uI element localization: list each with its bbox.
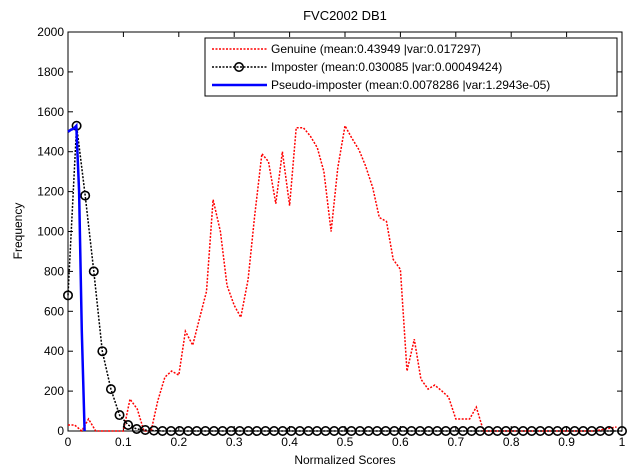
x-axis-label: Normalized Scores <box>294 453 395 467</box>
y-tick-label: 2000 <box>37 25 64 39</box>
legend-label: Genuine (mean:0.43949 |var:0.017297) <box>271 42 481 56</box>
x-tick-label: 0.7 <box>447 435 464 449</box>
chart-title: FVC2002 DB1 <box>303 8 387 23</box>
x-tick-label: 0.1 <box>115 435 132 449</box>
x-tick-label: 0.9 <box>558 435 575 449</box>
data-point-imposter <box>105 384 116 395</box>
legend-marker <box>234 61 245 72</box>
series-line-genuine <box>68 123 617 433</box>
series-line-imposter <box>67 125 622 432</box>
y-tick-label: 1600 <box>37 105 64 119</box>
data-point-imposter <box>603 425 614 436</box>
legend-label: Imposter (mean:0.030085 |var:0.00049424) <box>271 60 502 74</box>
y-tick-label: 1200 <box>37 185 64 199</box>
plot-area <box>67 31 623 432</box>
series-line-pseudo-imposter <box>67 122 86 432</box>
data-point-imposter <box>80 190 91 201</box>
data-point-imposter <box>123 420 134 431</box>
y-tick-label: 400 <box>44 344 64 358</box>
x-tick-label: 0 <box>65 435 72 449</box>
legend-label: Pseudo-imposter (mean:0.0078286 |var:1.2… <box>271 78 550 92</box>
data-point-imposter <box>114 410 125 421</box>
x-tick-label: 0.2 <box>170 435 187 449</box>
y-axis-label: Frequency <box>11 203 25 260</box>
y-tick-label: 1000 <box>37 225 64 239</box>
data-point-imposter <box>62 290 73 301</box>
x-tick-label: 0.3 <box>226 435 243 449</box>
y-tick-label: 0 <box>57 424 64 438</box>
x-tick-label: 0.4 <box>281 435 298 449</box>
x-tick-label: 0.6 <box>392 435 409 449</box>
y-tick-label: 800 <box>44 264 64 278</box>
y-tick-label: 200 <box>44 384 64 398</box>
data-point-imposter <box>88 266 99 277</box>
axis-ticks: 0 0.1 0.2 0.3 0.4 0.5 0.6 0.7 0.8 0.9 1 0 200 400 600 8… <box>37 25 625 449</box>
plot-series <box>62 120 627 436</box>
legend: Genuine (mean:0.43949 |var:0.017297) Impo… <box>204 37 618 97</box>
data-point-imposter <box>97 346 108 357</box>
x-tick-label: 1 <box>619 435 626 449</box>
x-tick-label: 0.8 <box>503 435 520 449</box>
y-tick-label: 600 <box>44 304 64 318</box>
x-tick-label: 0.5 <box>337 435 354 449</box>
y-tick-label: 1800 <box>37 65 64 79</box>
y-tick-label: 1400 <box>37 145 64 159</box>
legend-box <box>204 37 618 97</box>
data-point-imposter <box>616 425 627 436</box>
